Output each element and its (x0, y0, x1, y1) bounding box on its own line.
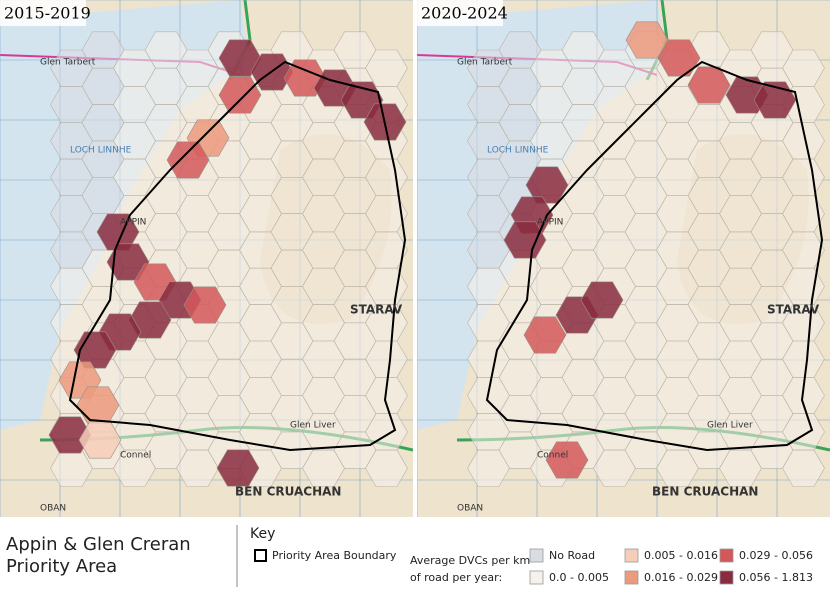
map-label: Glen Liver (707, 421, 753, 431)
key-label: of road per year: (410, 571, 502, 584)
map-label: BEN CRUACHAN (652, 485, 758, 499)
hex-cell (753, 81, 797, 119)
map-panel: Glen Tarbert LOCH LINNHE APPIN STARAV BEN CR… (417, 0, 830, 517)
footer-title: Priority Area (6, 556, 117, 577)
legend-swatch (529, 570, 544, 585)
hex-cell (216, 449, 260, 487)
map-label: STARAV (767, 303, 820, 317)
priority-boundary (485, 60, 824, 452)
map-label: APPIN (120, 218, 146, 228)
map-label: LOCH LINNHE (487, 146, 549, 156)
hex-cell (48, 416, 92, 454)
key-label: Priority Area Boundary (272, 549, 397, 562)
map-label: Glen Tarbert (457, 58, 513, 68)
hex-cell (523, 316, 567, 354)
legend-label: 0.056 - 1.813 (739, 571, 813, 584)
hex-cell (365, 449, 408, 487)
legend-label: 0.016 - 0.029 (644, 571, 718, 584)
panel-title-bg (0, 0, 86, 26)
hex-cell (580, 281, 624, 319)
legend-label: No Road (549, 549, 595, 562)
hex-cell (503, 221, 547, 259)
map-label: OBAN (40, 504, 66, 514)
hex-cell (687, 66, 731, 104)
legend-swatch (624, 548, 639, 563)
footer-title: Appin & Glen Creran (6, 534, 191, 555)
legend-label: 0.005 - 0.016 (644, 549, 718, 562)
hex-cell (218, 39, 262, 77)
legend-swatch (719, 548, 734, 563)
map-label: APPIN (537, 218, 563, 228)
map-label: Glen Liver (290, 421, 336, 431)
map-label: OBAN (457, 504, 483, 514)
legend-label: 0.029 - 0.056 (739, 549, 813, 562)
boundary-swatch (254, 549, 267, 562)
map-label: LOCH LINNHE (70, 146, 132, 156)
panel-title: 2015-2019 (4, 4, 91, 23)
panel-title-bg (417, 0, 503, 26)
key-title: Key (250, 526, 275, 542)
key-label: Average DVCs per km (410, 554, 530, 567)
map-label: STARAV (350, 303, 403, 317)
legend-swatch (624, 570, 639, 585)
map-panel: Glen Tarbert LOCH LINNHE APPIN STARAV BEN CR… (0, 0, 413, 517)
hex-cell (183, 286, 227, 324)
hex-cell (782, 449, 825, 487)
map-label: BEN CRUACHAN (235, 485, 341, 499)
hex-cell (657, 39, 701, 77)
map-label: Connel (120, 451, 151, 461)
legend-label: 0.0 - 0.005 (549, 571, 609, 584)
hex-cell (545, 441, 589, 479)
map-label: Connel (537, 451, 568, 461)
map-label: Glen Tarbert (40, 58, 96, 68)
hex-cell (218, 76, 262, 114)
legend-swatch (719, 570, 734, 585)
panel-title: 2020-2024 (421, 4, 508, 23)
legend-swatch (529, 548, 544, 563)
priority-boundary (68, 60, 407, 452)
hex-cell (625, 21, 669, 59)
